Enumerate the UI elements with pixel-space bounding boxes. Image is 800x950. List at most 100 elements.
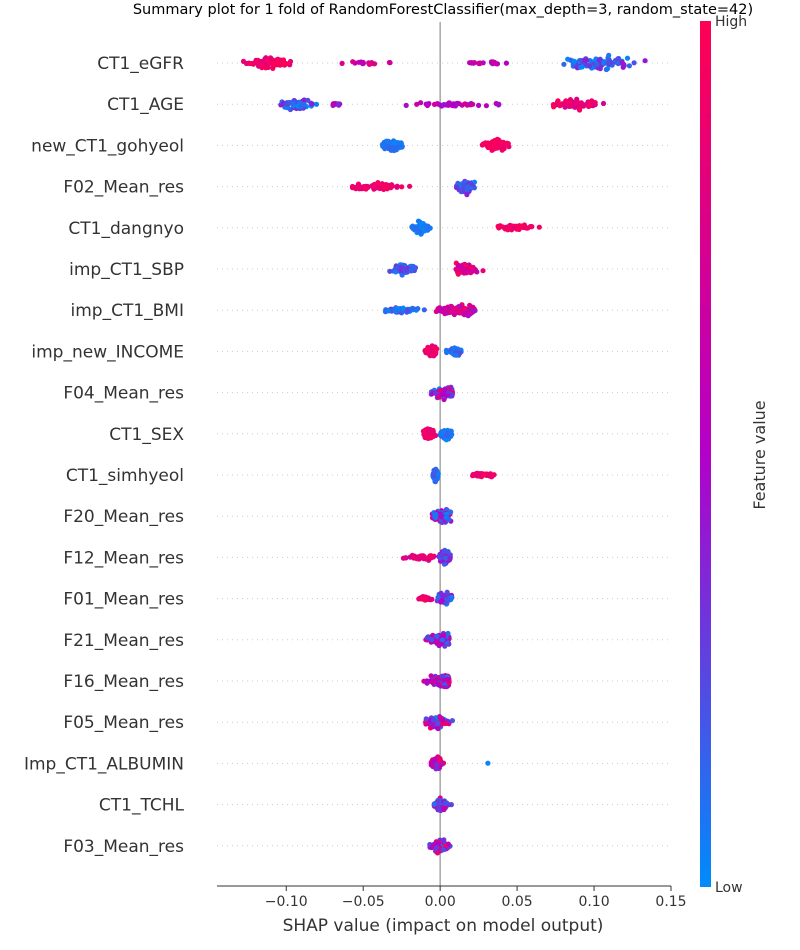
shap-point bbox=[360, 60, 366, 66]
feature-label: new_CT1_gohyeol bbox=[31, 136, 184, 156]
shap-point bbox=[605, 66, 611, 72]
feature-label: imp_CT1_SBP bbox=[69, 260, 184, 280]
shap-point bbox=[619, 59, 625, 65]
points bbox=[240, 52, 648, 856]
feature-label: CT1_AGE bbox=[107, 95, 184, 115]
shap-point bbox=[434, 725, 441, 731]
feature-label: CT1_simhyeol bbox=[66, 466, 184, 486]
shap-point bbox=[444, 433, 450, 439]
shap-point bbox=[298, 103, 304, 110]
shap-point bbox=[438, 590, 444, 596]
feature-label: F04_Mean_res bbox=[63, 384, 184, 404]
shap-point bbox=[417, 596, 423, 602]
feature-label: F05_Mean_res bbox=[63, 713, 184, 733]
feature-label: CT1_eGFR bbox=[97, 54, 184, 74]
shap-point bbox=[642, 58, 648, 64]
shap-point bbox=[271, 61, 277, 67]
shap-point bbox=[499, 147, 505, 153]
shap-point bbox=[476, 102, 482, 108]
shap-point bbox=[459, 307, 465, 313]
shap-point bbox=[435, 754, 441, 760]
shap-point bbox=[394, 183, 400, 189]
shap-point bbox=[388, 147, 394, 153]
shap-point bbox=[431, 101, 438, 107]
shap-point bbox=[474, 269, 480, 275]
shap-point bbox=[281, 62, 287, 68]
shap-point bbox=[444, 676, 450, 683]
shap-point bbox=[571, 58, 577, 64]
shap-point bbox=[480, 141, 486, 147]
shap-point bbox=[417, 555, 423, 561]
feature-label: F21_Mean_res bbox=[63, 631, 184, 651]
shap-point bbox=[416, 228, 422, 235]
shap-point bbox=[426, 427, 432, 433]
shap-point bbox=[600, 100, 607, 107]
shap-point bbox=[472, 472, 478, 478]
shap-point bbox=[506, 144, 512, 150]
shap-point bbox=[349, 183, 356, 190]
shap-point bbox=[551, 104, 557, 110]
shap-point bbox=[605, 60, 611, 66]
feature-row: F04_Mean_res bbox=[63, 384, 671, 404]
shap-point bbox=[390, 140, 396, 147]
shap-point bbox=[606, 52, 612, 59]
shap-point bbox=[268, 56, 274, 62]
shap-point bbox=[427, 597, 434, 603]
shap-point bbox=[434, 845, 440, 851]
shap-point bbox=[418, 100, 424, 106]
shap-point bbox=[441, 387, 448, 393]
shap-point bbox=[631, 60, 637, 66]
feature-row: F20_Mean_res bbox=[63, 507, 671, 527]
shap-point bbox=[459, 102, 465, 108]
shap-point bbox=[443, 555, 449, 561]
feature-row: F12_Mean_res bbox=[63, 548, 671, 568]
shap-point bbox=[389, 182, 395, 188]
shap-point bbox=[339, 60, 345, 66]
shap-point bbox=[424, 435, 430, 441]
shap-point bbox=[442, 800, 448, 807]
shap-point bbox=[453, 352, 459, 358]
shap-point bbox=[428, 553, 434, 559]
shap-point bbox=[330, 101, 336, 107]
shap-point bbox=[305, 97, 311, 103]
shap-point bbox=[387, 60, 393, 66]
shap-point bbox=[615, 56, 621, 62]
shap-point bbox=[596, 57, 602, 63]
shap-point bbox=[363, 186, 369, 192]
shap-point bbox=[424, 635, 430, 641]
colorbar: High Low Feature value bbox=[700, 14, 769, 896]
shap-point bbox=[456, 267, 462, 273]
shap-point bbox=[557, 103, 563, 109]
feature-row: F16_Mean_res bbox=[63, 672, 671, 692]
shap-point bbox=[399, 272, 405, 278]
shap-point bbox=[398, 140, 404, 146]
shap-point bbox=[399, 184, 405, 190]
shap-point bbox=[313, 101, 320, 107]
shap-point bbox=[418, 220, 424, 226]
shap-point bbox=[485, 760, 491, 766]
feature-label: CT1_dangnyo bbox=[68, 219, 184, 239]
shap-point bbox=[433, 346, 439, 352]
shap-point bbox=[414, 101, 420, 107]
shap-point bbox=[501, 141, 507, 147]
shap-point bbox=[448, 509, 454, 515]
shap-point bbox=[407, 183, 413, 189]
shap-point bbox=[434, 633, 440, 639]
shap-point bbox=[243, 60, 250, 67]
shap-point bbox=[276, 60, 282, 66]
shap-point bbox=[449, 392, 455, 398]
shap-point bbox=[446, 100, 452, 106]
shap-point bbox=[415, 306, 421, 312]
x-tick-label: 0.15 bbox=[655, 894, 686, 910]
shap-point bbox=[435, 721, 441, 727]
feature-label: imp_new_INCOME bbox=[31, 342, 184, 362]
shap-point bbox=[431, 717, 437, 723]
shap-point bbox=[433, 515, 439, 521]
shap-point bbox=[490, 59, 496, 65]
shap-point bbox=[350, 59, 356, 65]
shap-point bbox=[464, 185, 470, 191]
shap-point bbox=[285, 102, 291, 108]
shap-point bbox=[576, 100, 582, 106]
shap-point bbox=[403, 555, 409, 561]
